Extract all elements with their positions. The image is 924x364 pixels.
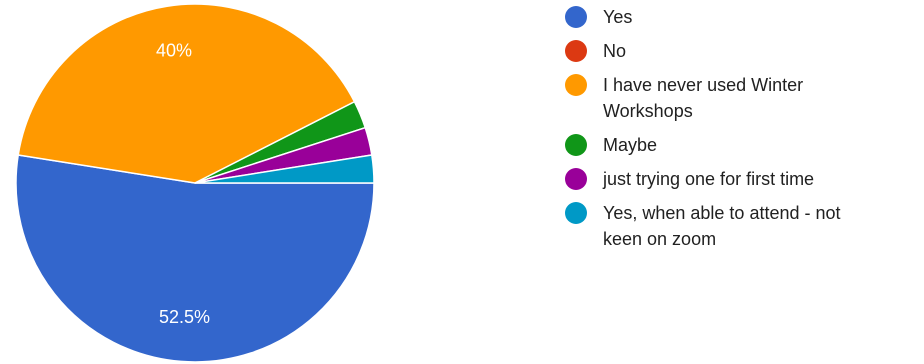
slice-data-label-0: 52.5% (159, 307, 210, 327)
slice-data-label-2: 40% (156, 40, 192, 60)
legend-swatch-icon (565, 168, 587, 190)
pie-slice-5[interactable] (194, 154, 375, 184)
legend-label: keen on zoom (603, 229, 717, 249)
legend-label: I have never used Winter (603, 75, 804, 95)
pie-slice-0[interactable] (15, 154, 375, 363)
legend-swatch-icon (565, 40, 587, 62)
legend-item-1[interactable]: No (565, 38, 920, 64)
legend-item-2[interactable]: I have never used Winter Workshops (565, 72, 920, 124)
legend-item-3[interactable]: Maybe (565, 132, 920, 158)
legend-item-0[interactable]: Yes (565, 4, 920, 30)
legend-swatch-icon (565, 134, 587, 156)
legend-label: Yes, when able to attend - not (603, 203, 841, 223)
pie-chart: 52.5% 40% (15, 3, 375, 363)
legend-item-4[interactable]: just trying one for first time (565, 166, 920, 192)
legend-swatch-icon (565, 74, 587, 96)
legend-item-5[interactable]: Yes, when able to attend - not keen on zo… (565, 200, 920, 252)
legend-label: Yes (603, 7, 633, 27)
legend-swatch-icon (565, 202, 587, 224)
legend-label: No (603, 41, 627, 61)
pie-slice-2[interactable] (17, 3, 356, 184)
legend-label: Workshops (603, 101, 693, 121)
legend-label: Maybe (603, 135, 658, 155)
legend-swatch-icon (565, 6, 587, 28)
legend-label: just trying one for first time (603, 169, 815, 189)
chart-legend: Yes No I have never used Winter Workshops Ma… (565, 4, 920, 260)
